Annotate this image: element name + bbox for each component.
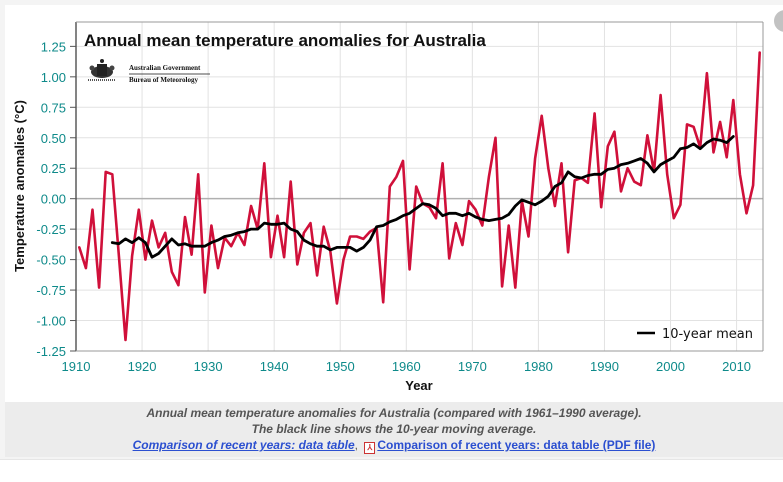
y-tick-label: -1.00 <box>36 314 66 329</box>
data-table-pdf-link[interactable]: Comparison of recent years: data table (… <box>377 438 656 452</box>
coat-of-arms-icon <box>88 59 116 81</box>
10-year-mean-line <box>110 135 735 259</box>
series <box>78 51 762 342</box>
y-tick-label: 0.50 <box>41 131 66 146</box>
bom-logo: Australian Government Bureau of Meteorol… <box>88 59 210 84</box>
chart: 1.25 1.00 0.75 0.50 0.25 0.00 -0.25 -0.50 -0.75 -… <box>12 21 764 393</box>
y-tick-label: -0.75 <box>36 283 66 298</box>
y-tick-label: 1.00 <box>41 70 66 85</box>
logo-line1: Australian Government <box>129 64 201 72</box>
x-tick-label: 1960 <box>392 359 421 374</box>
x-axis: 1910 1920 1930 1940 1950 1960 1970 1980 1990 2000… <box>62 359 751 374</box>
caption-line-1: Annual mean temperature anomalies for Au… <box>146 406 642 420</box>
x-tick-label: 1930 <box>194 359 223 374</box>
page-bottom <box>0 459 783 482</box>
caption-box: Annual mean temperature anomalies for Au… <box>5 402 783 457</box>
legend-label-10-year-mean: 10-year mean <box>662 327 753 342</box>
x-axis-title: Year <box>405 378 432 393</box>
y-tick-label: 0.25 <box>41 161 66 176</box>
x-tick-label: 1950 <box>326 359 355 374</box>
x-tick-label: 2010 <box>722 359 751 374</box>
logo-line2: Bureau of Meteorology <box>129 76 198 84</box>
y-axis: 1.25 1.00 0.75 0.50 0.25 0.00 -0.25 -0.50 -0.75 -… <box>36 39 76 359</box>
caption-links: Comparison of recent years: data table, … <box>5 437 783 454</box>
y-tick-label: 0.75 <box>41 100 66 115</box>
x-tick-label: 2000 <box>656 359 685 374</box>
caption-line-2: The black line shows the 10-year moving … <box>251 422 537 436</box>
x-tick-label: 1920 <box>128 359 157 374</box>
pdf-icon: ⅄ <box>364 442 376 454</box>
y-tick-label: 0.00 <box>41 192 66 207</box>
y-tick-label: -1.25 <box>36 344 66 359</box>
y-tick-label: -0.25 <box>36 222 66 237</box>
x-tick-label: 1910 <box>62 359 91 374</box>
y-tick-label: -0.50 <box>36 253 66 268</box>
x-tick-label: 1970 <box>458 359 487 374</box>
x-tick-label: 1940 <box>260 359 289 374</box>
chart-panel <box>5 5 783 402</box>
y-tick-label: 1.25 <box>41 39 66 54</box>
link-separator: , <box>354 438 358 452</box>
x-tick-label: 1990 <box>590 359 619 374</box>
data-table-link[interactable]: Comparison of recent years: data table <box>132 438 355 452</box>
annual-anomaly-line <box>78 51 762 342</box>
scroll-handle-icon[interactable] <box>774 10 783 32</box>
y-axis-title: Temperature anomalies (°C) <box>12 100 27 272</box>
x-tick-label: 1980 <box>524 359 553 374</box>
chart-title: Annual mean temperature anomalies for Au… <box>84 31 486 50</box>
legend: 10-year mean <box>637 327 753 342</box>
